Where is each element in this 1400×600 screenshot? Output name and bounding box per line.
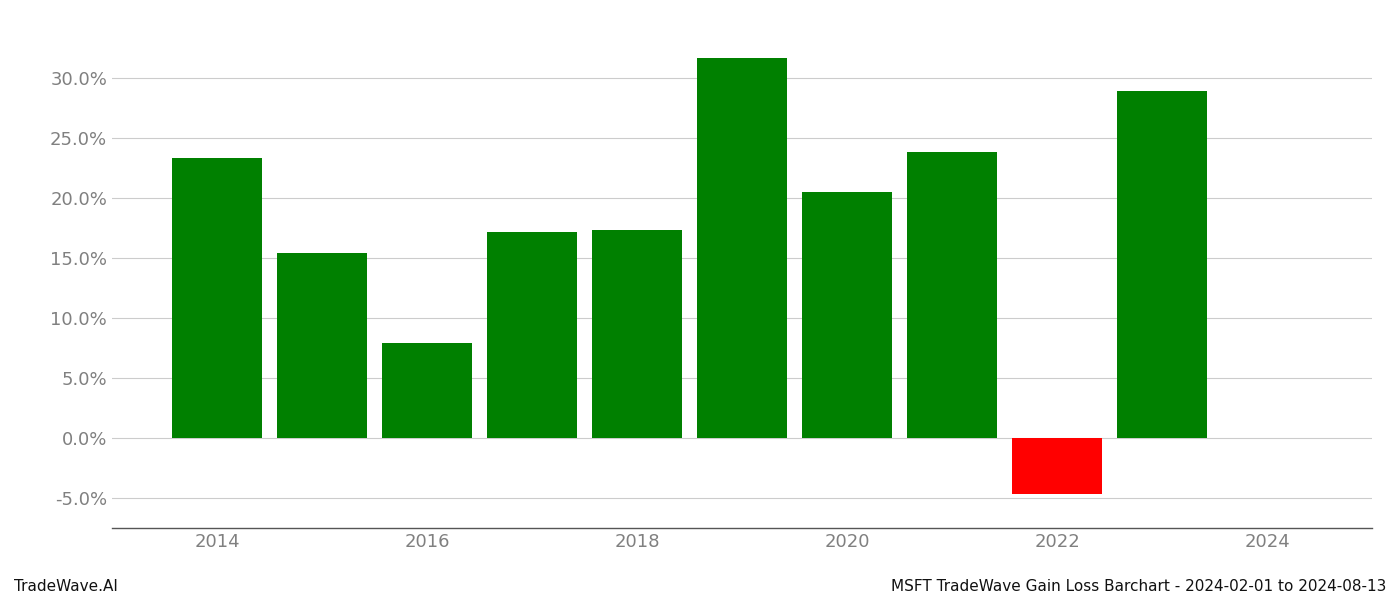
Text: TradeWave.AI: TradeWave.AI xyxy=(14,579,118,594)
Bar xyxy=(592,230,682,438)
Bar xyxy=(907,152,997,438)
Bar xyxy=(277,253,367,438)
Bar xyxy=(1117,91,1207,438)
Text: MSFT TradeWave Gain Loss Barchart - 2024-02-01 to 2024-08-13: MSFT TradeWave Gain Loss Barchart - 2024… xyxy=(890,579,1386,594)
Bar xyxy=(802,192,892,438)
Bar xyxy=(172,158,262,438)
Bar xyxy=(487,232,577,438)
Bar xyxy=(697,58,787,438)
Bar xyxy=(382,343,472,438)
Bar xyxy=(1012,438,1102,494)
